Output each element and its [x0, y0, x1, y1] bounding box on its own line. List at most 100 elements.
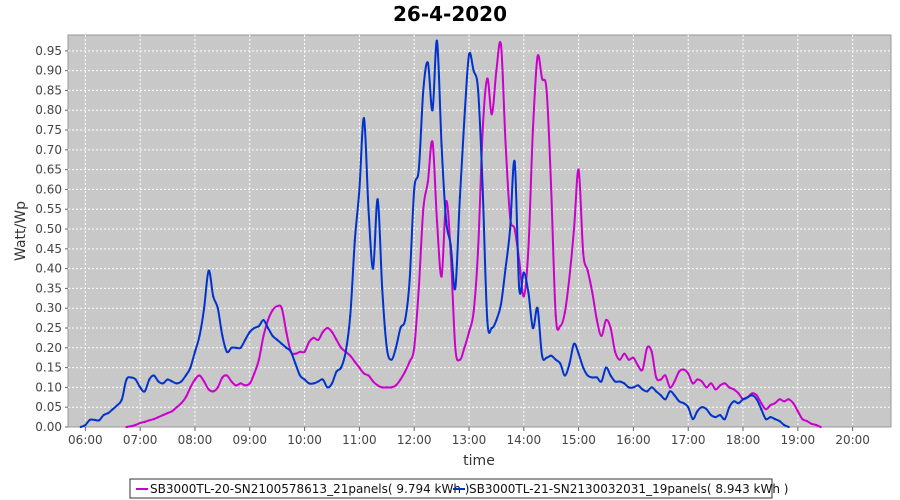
data-point — [285, 330, 288, 334]
data-point — [682, 368, 685, 371]
x-tick-label: 08:00 — [178, 433, 213, 447]
data-point — [98, 419, 101, 422]
data-point — [221, 334, 224, 337]
data-point — [463, 346, 466, 349]
data-point — [678, 400, 681, 403]
data-point — [687, 372, 690, 375]
data-point — [216, 307, 219, 310]
data-point — [641, 368, 644, 371]
data-point — [577, 168, 580, 171]
y-tick-label: 0.00 — [35, 420, 62, 434]
data-point — [111, 408, 114, 411]
data-point — [714, 388, 717, 391]
data-point — [413, 188, 416, 191]
data-point — [257, 324, 260, 328]
y-tick-label: 0.55 — [35, 202, 62, 216]
data-point — [664, 374, 667, 377]
data-point — [600, 380, 603, 383]
y-tick-label: 0.20 — [35, 341, 62, 355]
data-point — [253, 372, 256, 375]
data-point — [691, 382, 694, 385]
data-point — [454, 287, 457, 290]
data-point — [139, 386, 142, 389]
data-point — [139, 421, 142, 425]
data-point — [88, 418, 91, 421]
data-point — [161, 382, 165, 385]
data-point — [655, 376, 658, 379]
data-point — [582, 366, 585, 369]
data-point — [541, 77, 544, 80]
data-point — [372, 380, 375, 383]
data-point — [372, 267, 375, 270]
data-point — [810, 422, 813, 425]
data-point — [353, 360, 356, 363]
x-axis-label: time — [463, 453, 495, 469]
data-point — [289, 350, 292, 353]
data-point — [595, 376, 599, 379]
data-point — [737, 402, 740, 405]
chart-title: 26-4-2020 — [393, 2, 507, 26]
data-point — [221, 376, 224, 379]
data-point — [203, 380, 206, 383]
data-point — [787, 398, 790, 401]
data-point — [678, 370, 681, 373]
data-point — [509, 227, 512, 231]
data-point — [554, 315, 557, 318]
grid — [68, 35, 891, 427]
data-point — [435, 220, 439, 223]
y-tick-label: 0.85 — [35, 83, 62, 97]
y-tick-label: 0.40 — [35, 262, 62, 276]
data-point — [719, 384, 722, 387]
data-point — [751, 392, 754, 395]
x-tick-label: 15:00 — [561, 433, 596, 447]
data-point — [262, 334, 265, 337]
data-point — [308, 382, 311, 385]
data-point — [193, 378, 197, 381]
data-point — [723, 382, 726, 385]
data-point — [266, 326, 270, 330]
data-point — [646, 390, 649, 393]
data-point — [152, 374, 155, 377]
data-point — [604, 366, 608, 369]
data-point — [394, 384, 397, 387]
data-point — [212, 390, 215, 393]
y-tick-label: 0.70 — [35, 143, 62, 157]
data-point — [257, 358, 260, 361]
data-point — [431, 109, 434, 112]
data-point — [563, 311, 567, 314]
data-point — [458, 196, 461, 199]
data-point — [134, 378, 137, 381]
data-point — [518, 287, 521, 290]
x-tick-label: 17:00 — [671, 433, 706, 447]
data-point — [650, 386, 653, 389]
legend-label-0: SB3000TL-20-SN2100578613_21panels( 9.794… — [150, 482, 469, 496]
data-point — [723, 418, 726, 421]
data-point — [773, 418, 777, 421]
data-point — [467, 330, 471, 334]
y-tick-label: 0.75 — [35, 123, 62, 137]
data-point — [636, 384, 640, 387]
data-point — [627, 386, 630, 389]
data-point — [486, 319, 489, 322]
data-point — [490, 326, 493, 330]
data-point — [627, 358, 630, 361]
data-point — [783, 400, 786, 403]
data-point — [732, 400, 736, 403]
y-tick-label: 0.25 — [35, 321, 62, 335]
data-point — [198, 374, 201, 377]
data-point — [618, 380, 621, 383]
data-point — [751, 394, 754, 397]
y-tick-label: 0.50 — [35, 222, 62, 236]
data-point — [129, 376, 133, 379]
data-point — [796, 410, 799, 413]
x-tick-label: 14:00 — [507, 433, 542, 447]
data-point — [244, 384, 247, 387]
data-point — [755, 394, 758, 397]
data-point — [710, 382, 713, 385]
axes: 0.00 0.05 0.10 0.15 0.20 0.25 0.30 0.35 0.40 0.45… — [35, 44, 870, 447]
data-point — [769, 404, 772, 407]
data-point — [513, 160, 516, 163]
data-point — [527, 247, 530, 250]
data-point — [705, 386, 708, 389]
